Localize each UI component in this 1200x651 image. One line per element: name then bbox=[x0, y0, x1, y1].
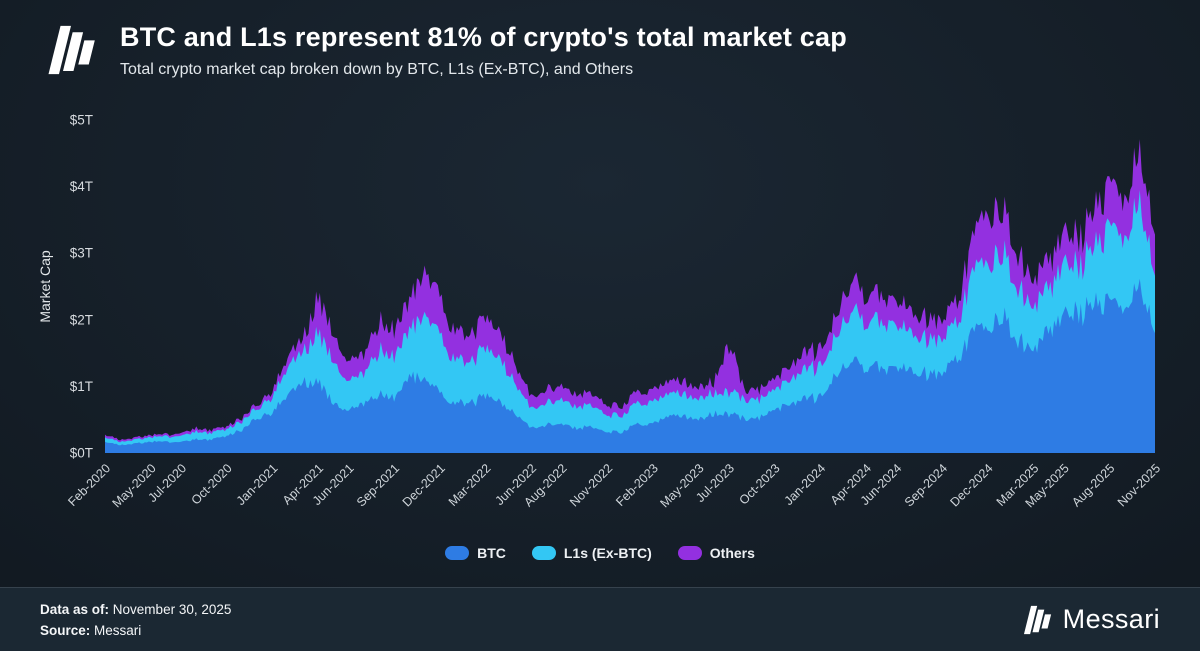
data-as-of-label: Data as of: bbox=[40, 601, 110, 617]
x-tick-label: Oct-2023 bbox=[736, 461, 782, 507]
chart-title: BTC and L1s represent 81% of crypto's to… bbox=[120, 22, 847, 52]
y-tick-label: $5T bbox=[70, 113, 93, 128]
x-tick-label: Feb-2023 bbox=[613, 461, 661, 509]
messari-logo-icon bbox=[1023, 605, 1051, 634]
legend-label: L1s (Ex-BTC) bbox=[563, 545, 652, 561]
x-tick-label: May-2023 bbox=[657, 461, 706, 510]
legend-swatch-icon bbox=[531, 546, 556, 560]
y-tick-label: $2T bbox=[70, 312, 93, 327]
footer-bar: Data as of: November 30, 2025 Source: Me… bbox=[0, 587, 1200, 651]
source-label: Source: bbox=[40, 622, 91, 638]
messari-logo-icon bbox=[48, 25, 95, 75]
x-tick-label: Aug-2025 bbox=[1069, 461, 1117, 509]
area-series-btc bbox=[105, 278, 1155, 453]
x-tick-label: Sep-2021 bbox=[354, 461, 402, 509]
footer-meta: Data as of: November 30, 2025 Source: Me… bbox=[40, 599, 231, 641]
x-tick-label: Oct-2020 bbox=[189, 461, 235, 507]
legend-label: BTC bbox=[477, 545, 506, 561]
legend-swatch-icon bbox=[445, 546, 470, 560]
legend-item-btc: BTC bbox=[445, 545, 506, 561]
x-tick-label: Jan-2024 bbox=[782, 461, 829, 508]
x-tick-label: Nov-2025 bbox=[1115, 461, 1163, 509]
chart-legend: BTC L1s (Ex-BTC) Others bbox=[0, 545, 1200, 561]
x-tick-label: Dec-2024 bbox=[947, 461, 995, 509]
x-tick-label: Jan-2021 bbox=[234, 461, 281, 508]
x-tick-label: Nov-2022 bbox=[567, 461, 615, 509]
x-tick-label: May-2020 bbox=[110, 461, 159, 510]
y-tick-label: $4T bbox=[70, 179, 93, 194]
x-tick-label: Sep-2024 bbox=[902, 461, 950, 509]
source-value: Messari bbox=[94, 622, 142, 638]
data-as-of-value: November 30, 2025 bbox=[112, 601, 232, 617]
legend-item-l1s-ex-btc: L1s (Ex-BTC) bbox=[531, 545, 652, 561]
legend-label: Others bbox=[709, 545, 755, 561]
y-tick-label: $1T bbox=[70, 379, 93, 394]
brand-wordmark: Messari bbox=[1062, 604, 1160, 634]
y-tick-label: $0T bbox=[70, 446, 93, 461]
chart-subtitle: Total crypto market cap broken down by B… bbox=[120, 61, 634, 79]
y-tick-label: $3T bbox=[70, 246, 93, 261]
legend-swatch-icon bbox=[677, 546, 702, 560]
messari-brand: Messari bbox=[1019, 604, 1160, 636]
data-as-of-line: Data as of: November 30, 2025 bbox=[40, 599, 231, 620]
x-tick-label: Dec-2021 bbox=[400, 461, 448, 509]
x-tick-label: Mar-2022 bbox=[446, 461, 494, 509]
source-line: Source: Messari bbox=[40, 620, 231, 641]
legend-item-others: Others bbox=[677, 545, 755, 561]
x-tick-label: Feb-2020 bbox=[65, 461, 113, 509]
y-axis-label: Market Cap bbox=[37, 250, 53, 323]
chart-header: BTC and L1s represent 81% of crypto's to… bbox=[40, 22, 847, 79]
